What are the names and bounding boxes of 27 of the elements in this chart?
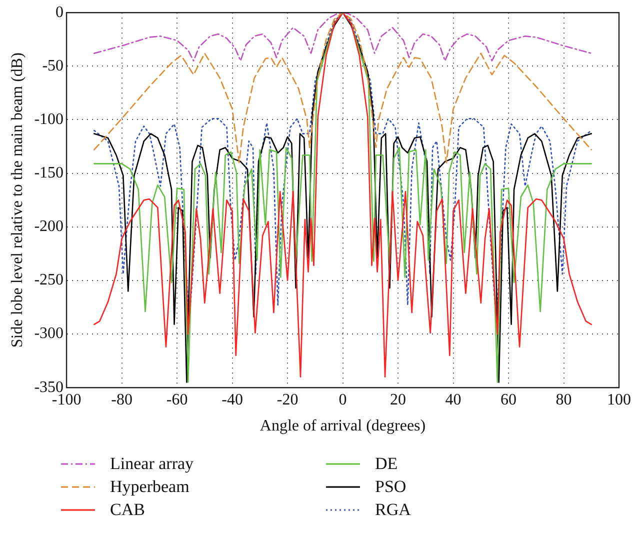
x-tick-label: 100 [607, 391, 631, 408]
legend-label: DE [375, 454, 398, 474]
y-tick-label: 0 [56, 4, 64, 21]
y-axis-title: Side lobe level relative to the main beam (dB) [8, 52, 26, 348]
legend-label: RGA [375, 500, 411, 520]
legend-label: CAB [110, 500, 145, 520]
x-tick-label: 0 [338, 391, 347, 408]
x-tick-label: -20 [276, 391, 298, 408]
y-tick-label: -150 [34, 164, 64, 182]
legend-label: Linear array [110, 454, 194, 474]
x-tick-label: -80 [111, 391, 132, 408]
y-tick-label: -250 [34, 272, 64, 289]
y-tick-label: -100 [34, 110, 64, 128]
x-tick-label: -60 [166, 391, 188, 408]
y-tick-label: -50 [42, 57, 64, 74]
x-tick-label: -40 [222, 391, 243, 408]
x-axis-title: Angle of arrival (degrees) [260, 418, 426, 435]
legend-label: PSO [375, 476, 406, 496]
y-tick-label: -300 [34, 325, 64, 342]
legend-label: Hyperbeam [110, 476, 190, 496]
y-tick-label: -200 [34, 218, 64, 236]
line-series [94, 12, 592, 164]
x-tick-label: 40 [445, 391, 462, 408]
line-series [94, 12, 592, 62]
x-tick-label: 80 [556, 391, 572, 408]
x-tick-label: 60 [500, 391, 517, 408]
x-tick-label: 20 [390, 391, 406, 408]
